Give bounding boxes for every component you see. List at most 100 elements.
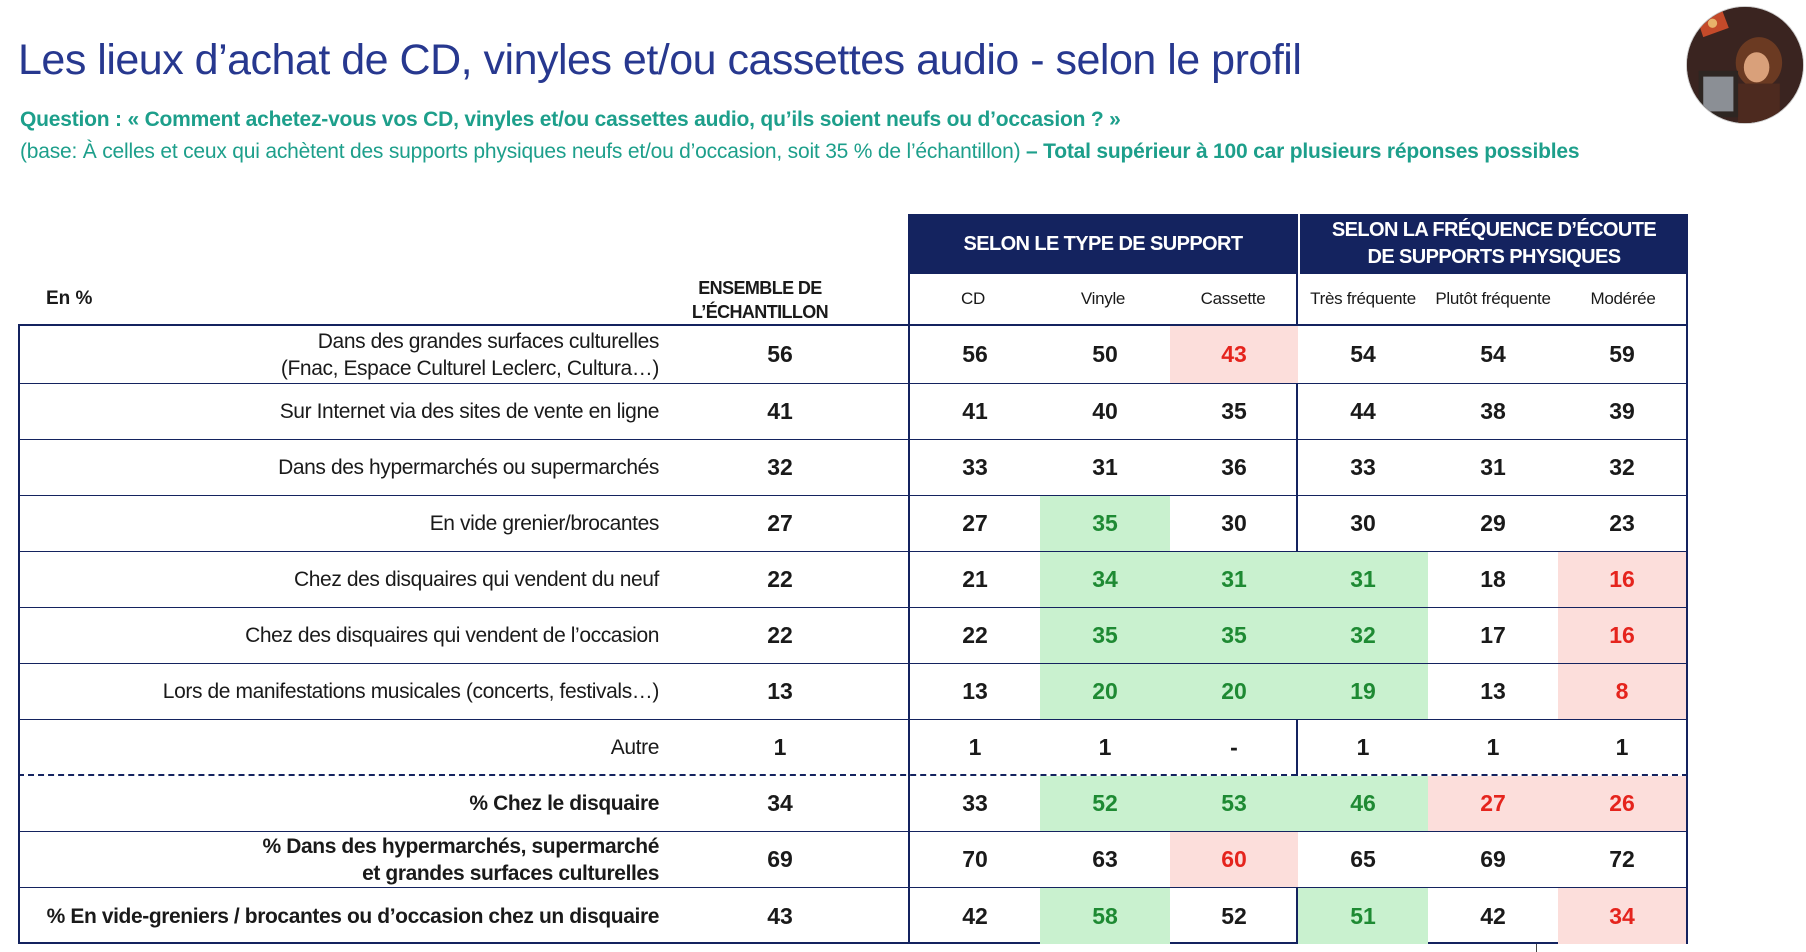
base-note: – Total supérieur à 100 car plusieurs ré…: [1020, 140, 1580, 163]
total-value: 1: [773, 733, 787, 760]
listener-photo: [1686, 6, 1804, 124]
value-cell: 17: [1480, 622, 1506, 648]
row-label: % Chez le disquaire: [469, 776, 659, 831]
group-header-support-type-label: SELON LE TYPE DE SUPPORT: [963, 232, 1244, 255]
value-cell: -: [1230, 733, 1238, 760]
table-row: Dans des grandes surfaces culturelles (Fn…: [18, 326, 1688, 384]
group-header-line1: SELON LA FRÉQUENCE D’ÉCOUTE: [1331, 219, 1657, 241]
value-cell: 54: [1480, 341, 1506, 367]
total-value: 43: [767, 902, 793, 929]
value-cell: 60: [1170, 832, 1298, 887]
value-cell: 30: [1350, 510, 1376, 536]
value-cell: 8: [1558, 664, 1686, 719]
total-value: 13: [767, 678, 793, 704]
row-label-line1: En vide grenier/brocantes: [429, 512, 660, 535]
value-cell: 35: [1040, 608, 1170, 663]
total-value: 56: [767, 341, 793, 367]
row-label-line1: % Chez le disquaire: [469, 792, 659, 815]
value-cell: 1: [1356, 733, 1370, 760]
row-label-line1: Sur Internet via des sites de vente en l…: [279, 400, 660, 423]
column-header-moderee: Modérée: [1590, 289, 1656, 308]
total-value: 27: [767, 510, 793, 536]
value-cell: 31: [1480, 454, 1506, 480]
value-cell: 16: [1558, 552, 1686, 607]
column-header-cd: CD: [961, 289, 985, 308]
row-label-line2: et grandes surfaces culturelles: [362, 861, 659, 885]
column-header-plutot-frequente: Plutôt fréquente: [1435, 289, 1551, 308]
column-header-tres-frequente: Très fréquente: [1310, 289, 1416, 308]
value-cell: 13: [1480, 678, 1506, 704]
row-label-line1: % En vide-greniers / brocantes ou d’occa…: [46, 904, 660, 928]
value-cell: 69: [1480, 846, 1506, 872]
value-cell: 21: [962, 566, 988, 592]
row-label-line1: Autre: [610, 735, 660, 759]
value-cell: 33: [962, 454, 988, 480]
value-cell: 22: [962, 622, 988, 648]
value-cell: 13: [962, 678, 988, 704]
value-cell: 33: [1350, 454, 1376, 480]
base-text: (base: À celles et ceux qui achètent des…: [20, 140, 1580, 164]
question-text: Question : « Comment achetez-vous vos CD…: [20, 108, 1121, 131]
value-cell: 39: [1609, 398, 1635, 424]
main-table-frame: [18, 324, 908, 944]
value-cell: 1: [1486, 733, 1500, 760]
total-value: 32: [767, 454, 793, 480]
value-cell: 52: [1040, 776, 1170, 831]
value-cell: 31: [1298, 552, 1428, 607]
value-cell: 41: [962, 398, 988, 424]
value-cell: 43: [1170, 326, 1298, 383]
row-label-line1: Dans des grandes surfaces culturelles: [317, 329, 660, 353]
value-cell: 34: [1040, 552, 1170, 607]
value-cell: 40: [1092, 398, 1118, 424]
row-label-line1: Chez des disquaires qui vendent du neuf: [294, 568, 659, 591]
value-cell: 36: [1221, 454, 1247, 480]
footer-tick: [1536, 944, 1537, 952]
row-label: Chez des disquaires qui vendent de l’occ…: [245, 608, 659, 663]
total-value: 22: [767, 622, 793, 648]
person-photo-icon: [1687, 7, 1803, 123]
value-cell: 63: [1092, 846, 1118, 872]
page-title: Les lieux d’achat de CD, vinyles et/ou c…: [18, 36, 1302, 84]
table-row: % Dans des hypermarchés, supermarché et g…: [18, 832, 1688, 888]
value-cell: 30: [1221, 510, 1247, 536]
total-value: 22: [767, 566, 793, 592]
value-cell: 54: [1350, 341, 1376, 367]
table-row: Chez des disquaires qui vendent de l’occ…: [18, 608, 1688, 664]
value-cell: 42: [1480, 902, 1506, 929]
row-label: Sur Internet via des sites de vente en l…: [279, 384, 660, 439]
table-row: Lors de manifestations musicales (concer…: [18, 664, 1688, 720]
table-row: Autre 1 1 1 - 1 1 1: [18, 720, 1688, 776]
value-cell: 33: [962, 790, 988, 816]
row-label: Dans des grandes surfaces culturelles (Fn…: [281, 326, 659, 383]
value-cell: 31: [1170, 552, 1298, 607]
value-cell: 44: [1350, 398, 1376, 424]
base-description: (base: À celles et ceux qui achètent des…: [20, 140, 1021, 163]
value-cell: 1: [968, 733, 982, 760]
value-cell: 35: [1221, 398, 1247, 424]
table-row: % Chez le disquaire 34 33 52 53 46 27 26: [18, 776, 1688, 832]
value-cell: 65: [1350, 846, 1376, 872]
row-label-line1: Lors de manifestations musicales (concer…: [162, 680, 660, 703]
table-row: En vide grenier/brocantes 27 27 35 30 30 29 23: [18, 496, 1688, 552]
value-cell: 53: [1170, 776, 1298, 831]
value-cell: 46: [1298, 776, 1428, 831]
value-cell: 34: [1558, 888, 1686, 944]
value-cell: 58: [1040, 888, 1170, 944]
value-cell: 70: [962, 846, 988, 872]
subheader-divider: [908, 324, 1688, 326]
row-label-line1: % Dans des hypermarchés, supermarché: [262, 834, 660, 858]
group-header-line2: DE SUPPORTS PHYSIQUES: [1367, 246, 1621, 268]
value-cell: 35: [1040, 496, 1170, 551]
value-cell: 1: [1098, 733, 1112, 760]
value-cell: 18: [1480, 566, 1506, 592]
value-cell: 16: [1558, 608, 1686, 663]
value-cell: 23: [1609, 510, 1635, 536]
value-cell: 20: [1040, 664, 1170, 719]
value-cell: 29: [1480, 510, 1506, 536]
value-cell: 26: [1558, 776, 1686, 831]
group-header-support-type: SELON LE TYPE DE SUPPORT: [908, 214, 1298, 274]
group-header-listening-frequency-label: SELON LA FRÉQUENCE D’ÉCOUTE DE SUPPORTS …: [1331, 217, 1657, 271]
row-label: % En vide-greniers / brocantes ou d’occa…: [46, 888, 660, 944]
total-value: 34: [767, 790, 793, 816]
row-label: En vide grenier/brocantes: [429, 496, 660, 551]
